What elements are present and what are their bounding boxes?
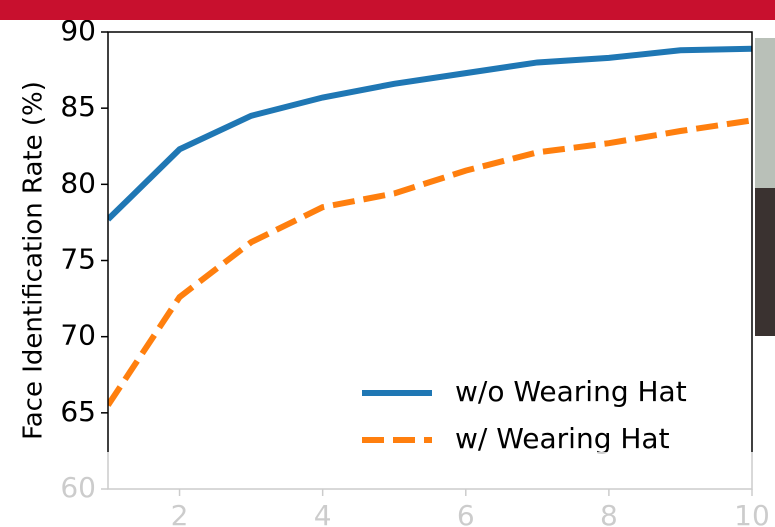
y-tick-label: 80 [60,166,96,199]
top-banner [0,0,775,20]
y-tick-label: 85 [60,90,96,123]
y-axis-label: Face Identification Rate (%) [19,81,49,440]
y-tick-label: 70 [60,319,96,352]
y-tick-label: 75 [60,243,96,276]
legend-label: w/o Wearing Hat [455,375,687,408]
legend-label: w/ Wearing Hat [455,422,670,455]
photo-strip [755,188,775,336]
page: {"chart_data": {"type": "line", "ylabel"… [0,0,775,527]
chart: 60657075808590246810Face Identification … [0,0,775,527]
overlay [0,452,775,527]
photo-strip [755,38,775,188]
y-tick-label: 65 [60,395,96,428]
